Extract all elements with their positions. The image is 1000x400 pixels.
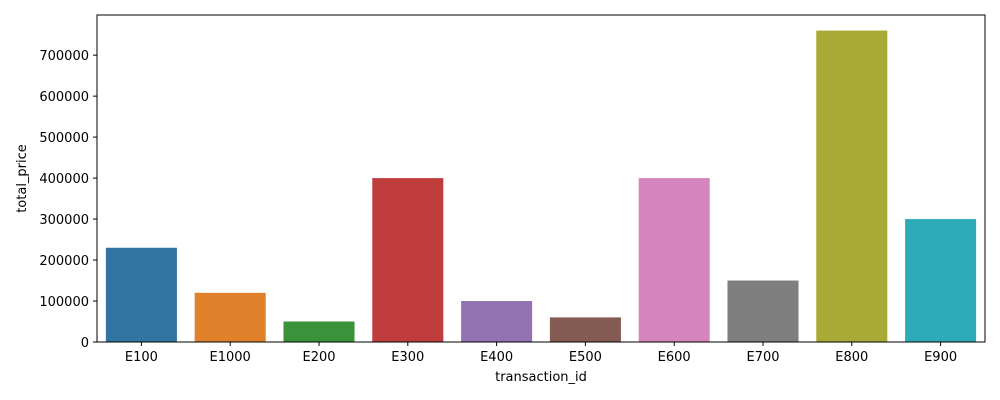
- bars-layer: [105, 30, 977, 342]
- x-tick-label: E1000: [210, 350, 251, 365]
- y-tick-label: 200000: [39, 254, 89, 269]
- x-tick-label: E800: [835, 350, 868, 365]
- x-tick-label: E600: [658, 350, 691, 365]
- y-tick-label: 300000: [39, 213, 89, 228]
- bar-e600: [638, 178, 710, 342]
- plot-frame: [96, 14, 986, 343]
- bar-e1000: [194, 292, 266, 342]
- bar-e700: [727, 280, 799, 342]
- bar-e900: [905, 219, 977, 342]
- y-tick-label: 0: [81, 336, 89, 351]
- y-axis-title: total_price: [15, 144, 30, 213]
- x-tick-label: E500: [569, 350, 602, 365]
- y-tick-label: 100000: [39, 295, 89, 310]
- y-tick-label: 700000: [39, 49, 89, 64]
- x-axis-ticks: E100 E1000 E200 E300 E400 E500 E600 E700 E800 E90…: [125, 342, 957, 365]
- x-tick-label: E400: [480, 350, 513, 365]
- x-tick-label: E300: [391, 350, 424, 365]
- bar-e800: [816, 30, 888, 342]
- x-axis-title: transaction_id: [495, 370, 587, 385]
- y-tick-label: 500000: [39, 131, 89, 146]
- y-tick-label: 400000: [39, 172, 89, 187]
- x-tick-label: E200: [302, 350, 335, 365]
- bar-e100: [105, 247, 177, 342]
- x-tick-label: E100: [125, 350, 158, 365]
- bar-e300: [372, 178, 444, 342]
- bar-e500: [549, 317, 621, 342]
- y-tick-label: 600000: [39, 90, 89, 105]
- x-tick-label: E900: [924, 350, 957, 365]
- bar-e400: [461, 301, 533, 342]
- y-axis-ticks: 0 100000 200000 300000 400000 500000 600000 700…: [39, 49, 97, 351]
- x-tick-label: E700: [746, 350, 779, 365]
- bar-e200: [283, 321, 355, 342]
